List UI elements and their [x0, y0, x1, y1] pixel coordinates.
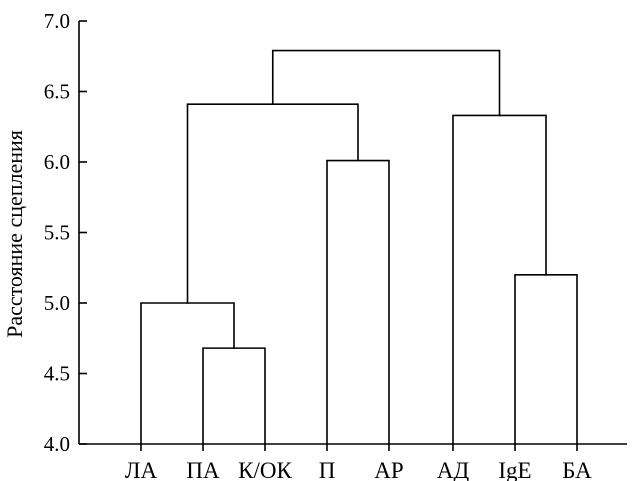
- leaf-label: ЛА: [125, 458, 158, 481]
- y-tick-label: 5.5: [44, 221, 70, 245]
- y-tick-label: 4.0: [44, 432, 70, 456]
- leaf-label: БА: [562, 458, 592, 481]
- dendrogram-link: [271, 49, 501, 117]
- leaf-label: К/ОК: [238, 458, 292, 481]
- dendrogram-link: [202, 347, 266, 445]
- y-tick-label: 7.0: [44, 9, 70, 33]
- leaf-label: ПА: [186, 458, 220, 481]
- dendrogram-link: [514, 274, 578, 445]
- y-tick-label: 4.5: [44, 362, 70, 386]
- dendrogram-links: [140, 49, 578, 445]
- dendrogram-link: [186, 103, 359, 304]
- axes: [78, 21, 627, 445]
- y-ticks: 4.0 4.5 5.0 5.5 6.0 6.5 7.0: [44, 9, 87, 456]
- y-tick-label: 5.0: [44, 291, 70, 315]
- leaf-label: IgE: [498, 458, 531, 481]
- dendrogram-link: [452, 114, 547, 445]
- y-tick-label: 6.0: [44, 150, 70, 174]
- dendrogram-link: [326, 159, 390, 445]
- leaf-labels: ЛА ПА К/ОК П АР АД IgE БА: [125, 444, 592, 481]
- y-axis-label: Расстояние сцепления: [2, 130, 27, 338]
- leaf-label: АД: [437, 458, 470, 481]
- y-tick-label: 6.5: [44, 80, 70, 104]
- dendrogram-link: [140, 302, 235, 445]
- leaf-label: АР: [374, 458, 403, 481]
- leaf-label: П: [319, 458, 336, 481]
